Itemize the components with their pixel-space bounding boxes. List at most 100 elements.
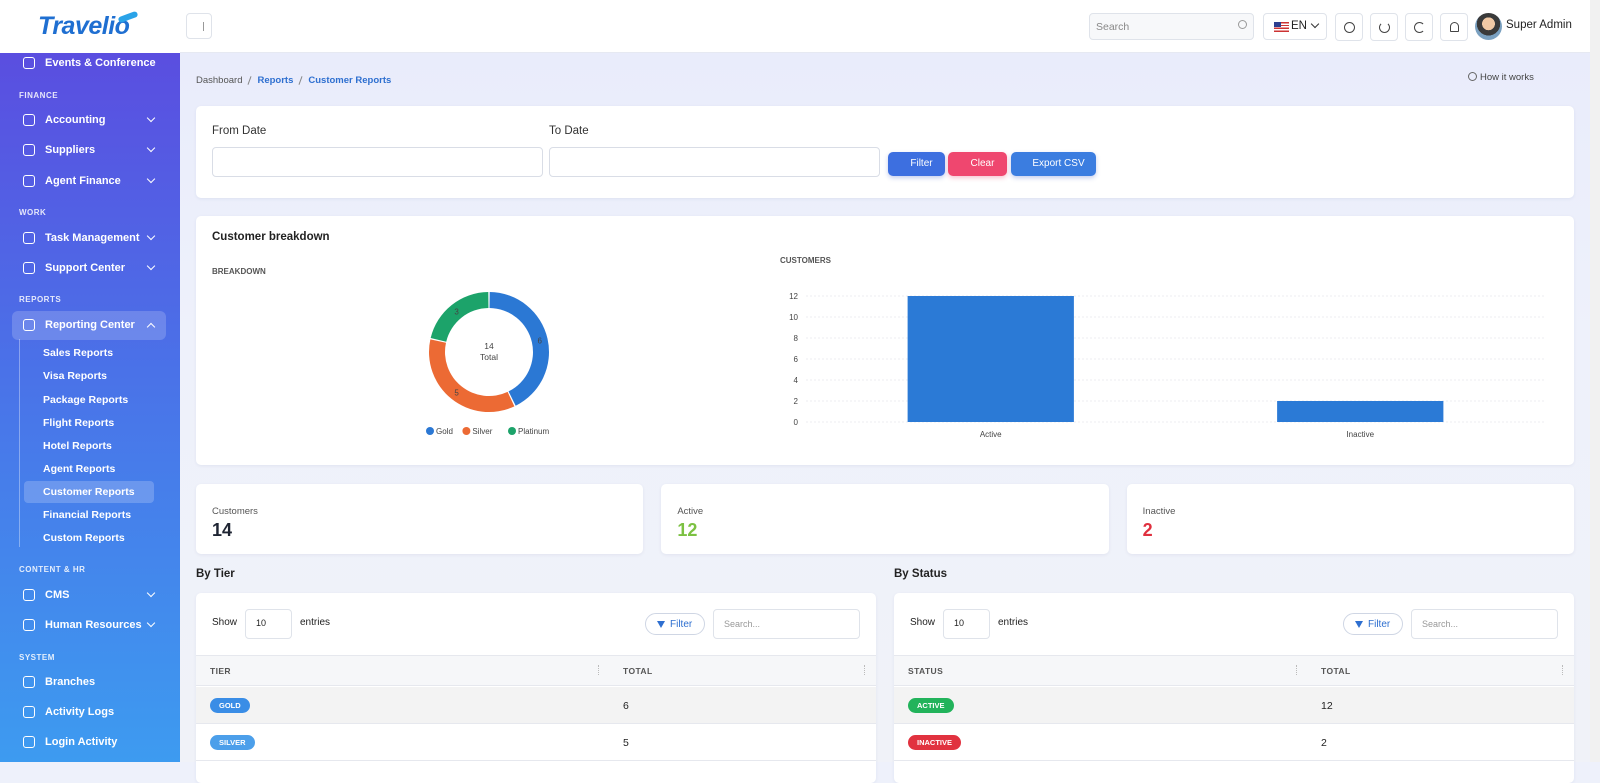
globe-button[interactable] [1335, 13, 1363, 41]
collapse-icon [195, 22, 204, 31]
nav-icon [23, 114, 35, 127]
chart-title: BREAKDOWN [212, 267, 266, 276]
breadcrumb-item[interactable]: Customer Reports [308, 74, 392, 86]
legend-label: Platinum [518, 427, 549, 436]
search-box[interactable]: Search [1089, 13, 1254, 40]
nav-item[interactable]: Accounting [0, 110, 180, 130]
table-header-row [196, 655, 876, 686]
column-header[interactable]: TIER [210, 666, 231, 676]
user-avatar[interactable] [1475, 13, 1502, 40]
x-tick-label: Inactive [1346, 430, 1374, 439]
nav-label: Login Activity [45, 736, 118, 749]
table-search[interactable]: Search... [713, 609, 860, 639]
y-tick-label: 0 [794, 418, 799, 427]
scrollbar [1590, 0, 1600, 762]
column-header[interactable]: STATUS [908, 666, 944, 676]
collapse-button[interactable] [186, 13, 212, 39]
nav-item[interactable]: Task Management [0, 228, 180, 248]
table-title: By Status [894, 568, 948, 580]
table-title: By Tier [196, 568, 235, 580]
nav-section-title: SYSTEM [19, 652, 55, 662]
nav-subitem[interactable]: Custom Reports [43, 531, 125, 544]
user-name[interactable]: Super Admin [1506, 19, 1572, 31]
chevron [146, 261, 156, 270]
language-code: EN [1291, 20, 1307, 32]
nav-item[interactable]: Agent Finance [0, 171, 180, 191]
nav-subitem[interactable]: Package Reports [43, 393, 129, 406]
nav-label: Human Resources [45, 619, 142, 632]
slice-label: 6 [537, 336, 542, 345]
nav-icon [23, 318, 35, 331]
stat-value: 2 [1142, 520, 1153, 540]
logo-area: Travelio [0, 0, 180, 53]
nav-label: Suppliers [45, 144, 96, 157]
legend-label: Silver [472, 427, 492, 436]
nav-subitem[interactable]: Flight Reports [43, 416, 115, 429]
sidebar: Events & Conference FINANCE Accounting Supp… [0, 53, 180, 762]
nav-icon [23, 706, 35, 719]
y-tick-label: 4 [794, 376, 799, 385]
nav-subitem[interactable]: Customer Reports [43, 485, 135, 498]
nav-item[interactable]: Activity Logs [0, 702, 180, 722]
brand-logo[interactable]: Travelio [38, 12, 130, 40]
nav-item[interactable]: Reporting Center [0, 315, 180, 335]
to-date-input[interactable] [549, 147, 880, 177]
stat-label: Customers [212, 506, 258, 517]
filter-button[interactable]: Filter [888, 152, 945, 176]
sort-icon [1296, 665, 1300, 675]
search-placeholder: Search... [1422, 619, 1459, 629]
column-header[interactable]: TOTAL [1321, 666, 1351, 676]
help-link[interactable]: How it works [1468, 72, 1534, 83]
clear-button[interactable]: Clear [948, 152, 1007, 176]
nav-subitem[interactable]: Visa Reports [43, 370, 107, 383]
nav-item[interactable]: Branches [0, 672, 180, 692]
bell-icon [1450, 22, 1459, 32]
language-select[interactable]: EN [1263, 13, 1327, 40]
page-size-select[interactable]: 10 [943, 609, 990, 639]
search-placeholder: Search [1096, 21, 1130, 33]
nav-item[interactable]: Login Activity [0, 732, 180, 752]
theme-button[interactable] [1405, 13, 1433, 41]
table-row [196, 724, 876, 761]
bar [1277, 401, 1444, 422]
refresh-button[interactable] [1370, 13, 1398, 41]
chevron [146, 322, 156, 332]
from-date-input[interactable] [212, 147, 543, 177]
table-filter-button[interactable]: Filter [645, 613, 705, 635]
from-date-label: From Date [212, 125, 267, 137]
y-tick-label: 8 [794, 334, 799, 343]
nav-item[interactable]: Suppliers [0, 140, 180, 160]
export-button[interactable]: Export CSV [1011, 152, 1096, 176]
notification-button[interactable] [1440, 13, 1468, 41]
nav-subitem[interactable]: Agent Reports [43, 462, 116, 475]
nav-item[interactable]: Support Center [0, 258, 180, 278]
center-label: Total [480, 352, 498, 362]
legend-swatch [508, 427, 516, 435]
nav-subitem[interactable]: Hotel Reports [43, 439, 112, 452]
stat-value: 12 [677, 520, 698, 540]
nav-subitem[interactable]: Financial Reports [43, 508, 132, 521]
nav-item[interactable]: Human Resources [0, 615, 180, 635]
filter-text: Filter [670, 619, 693, 630]
breadcrumb-item[interactable]: Dashboard [196, 74, 243, 86]
refresh-icon [1379, 22, 1390, 33]
total-cell: 6 [623, 700, 629, 712]
nav-item[interactable]: CMS [0, 585, 180, 605]
page-size-select[interactable]: 10 [245, 609, 292, 639]
table-filter-button[interactable]: Filter [1343, 613, 1403, 635]
breadcrumb-item[interactable]: Reports [257, 74, 294, 86]
stat-value: 14 [212, 520, 233, 540]
total-cell: 12 [1321, 700, 1333, 712]
flag-canton [1274, 22, 1281, 27]
chevron [146, 588, 156, 598]
separator [247, 75, 252, 85]
nav-subitem[interactable]: Sales Reports [43, 347, 114, 360]
entries-label: entries [300, 617, 331, 628]
table-row [894, 687, 1574, 724]
column-header[interactable]: TOTAL [623, 666, 653, 676]
nav-item[interactable]: Events & Conference [0, 53, 180, 73]
donut-slice [430, 292, 489, 342]
table-search[interactable]: Search... [1411, 609, 1558, 639]
